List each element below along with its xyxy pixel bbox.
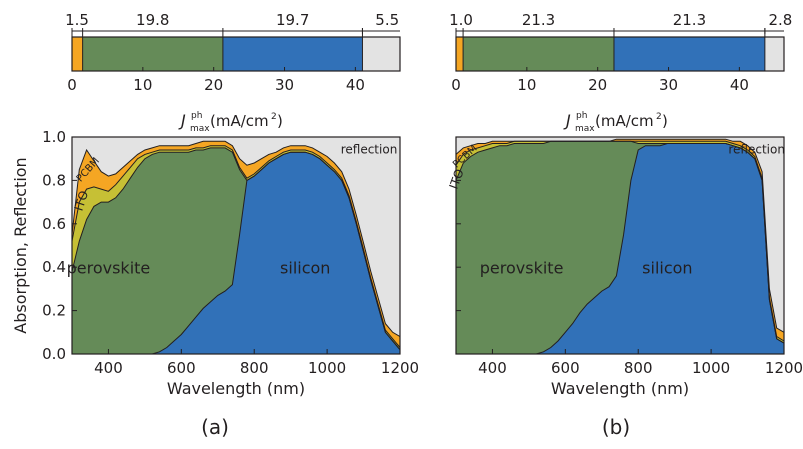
- x-tick-label: 600: [551, 359, 580, 377]
- bar-axis-label-close: ): [662, 112, 668, 130]
- bar-axis-label-close: ): [277, 112, 283, 130]
- bar-value-label: 21.3: [673, 11, 706, 29]
- bar-frame: [455, 36, 785, 72]
- annotation-silicon: silicon: [280, 259, 330, 278]
- x-axis-label: Wavelength (nm): [551, 379, 689, 398]
- annotation-silicon: silicon: [642, 259, 692, 278]
- bar-segment-pcbmito: [456, 37, 464, 71]
- ito-boundary-line: [71, 145, 401, 348]
- annotation-perovskite: perovskite: [67, 259, 151, 278]
- bar-value-label: 19.7: [276, 11, 309, 29]
- annotation-reflection: reflection: [728, 142, 785, 156]
- x-tick-label: 1000: [692, 359, 730, 377]
- bar-axis-label-j: J: [563, 111, 571, 130]
- plot-frame: [455, 136, 785, 355]
- bar-segment-reflection: [764, 37, 784, 71]
- panel-a: 1.5 19.8 19.7 5.5 0 10 20 30 40 J ph max (mA/cm 2) per…: [11, 11, 419, 439]
- bar-tick-label: 10: [133, 76, 152, 94]
- bar-value-label: 5.5: [375, 11, 399, 29]
- bar-axis-label-sub: max: [575, 124, 595, 134]
- bar-axis-label-exp: 2: [271, 112, 277, 122]
- bar-segment-silicon: [613, 37, 765, 71]
- x-tick-label: 1200: [765, 359, 803, 377]
- y-tick-label: 0.0: [42, 345, 66, 363]
- panel-b: 1.0 21.3 21.3 2.8 0 10 20 30 40 J ph max (mA/cm 2) per…: [447, 11, 803, 439]
- x-tick-label: 400: [94, 359, 123, 377]
- bar-segment-silicon: [222, 37, 363, 71]
- bar-tick-label: 30: [659, 76, 678, 94]
- bar-tick-label: 0: [67, 76, 77, 94]
- y-tick-label: 0.8: [42, 171, 66, 189]
- silicon-area: [456, 143, 784, 354]
- bar-tick-label: 40: [346, 76, 365, 94]
- y-tick-label: 1.0: [42, 128, 66, 146]
- bar-value-label: 2.8: [769, 11, 793, 29]
- bar-axis-label-unit: (mA/cm: [595, 112, 654, 130]
- bar-value-label: 19.8: [136, 11, 169, 29]
- bar-value-label: 1.0: [449, 11, 473, 29]
- x-tick-label: 400: [478, 359, 507, 377]
- bar-value-label: 21.3: [522, 11, 555, 29]
- bar-axis-label-sub: max: [190, 124, 210, 134]
- annotation-ito: ITO: [447, 167, 467, 191]
- x-tick-label: 1000: [308, 359, 346, 377]
- pcbm-boundary-line: [71, 140, 401, 338]
- x-tick-label: 800: [624, 359, 653, 377]
- bar-value-label: 1.5: [65, 11, 89, 29]
- pcbm-boundary-line: [455, 138, 785, 333]
- y-tick-label: 0.6: [42, 215, 66, 233]
- panel-label: (a): [201, 415, 229, 439]
- silicon-area: [72, 152, 400, 354]
- panel-label: (b): [602, 415, 630, 439]
- bar-axis-label-j: J: [178, 111, 186, 130]
- bar-axis-label-sup: ph: [576, 111, 587, 121]
- bar-tick-label: 40: [730, 76, 749, 94]
- y-tick-label: 0.4: [42, 258, 66, 276]
- y-axis-label: Absorption, Reflection: [11, 157, 30, 333]
- bar-axis-label-sup: ph: [191, 111, 202, 121]
- bar-axis-label-exp: 2: [656, 112, 662, 122]
- bar-axis-label-unit: (mA/cm: [210, 112, 269, 130]
- x-tick-label: 1200: [381, 359, 419, 377]
- annotation-perovskite: perovskite: [480, 259, 564, 278]
- bar-frame: [71, 36, 401, 72]
- annotation-reflection: reflection: [341, 142, 398, 156]
- x-axis-label: Wavelength (nm): [167, 379, 305, 398]
- x-tick-label: 800: [240, 359, 269, 377]
- plot-frame: [71, 136, 401, 355]
- x-tick-label: 600: [167, 359, 196, 377]
- bar-tick-label: 0: [451, 76, 461, 94]
- bar-tick-label: 20: [204, 76, 223, 94]
- bar-tick-label: 20: [588, 76, 607, 94]
- y-tick-label: 0.2: [42, 302, 66, 320]
- annotation-ito: ITO: [72, 189, 92, 213]
- bar-tick-label: 30: [275, 76, 294, 94]
- bar-segment-perovskite: [463, 37, 614, 71]
- bar-tick-label: 10: [517, 76, 536, 94]
- bar-segment-reflection: [362, 37, 400, 71]
- bar-segment-pcbmito: [72, 37, 83, 71]
- jph-bar: 1.0 21.3 21.3 2.8 0 10 20 30 40 J ph max (mA/cm 2): [449, 11, 792, 134]
- bar-segment-perovskite: [82, 37, 223, 71]
- jph-bar: 1.5 19.8 19.7 5.5 0 10 20 30 40 J ph max (mA/cm 2): [65, 11, 401, 134]
